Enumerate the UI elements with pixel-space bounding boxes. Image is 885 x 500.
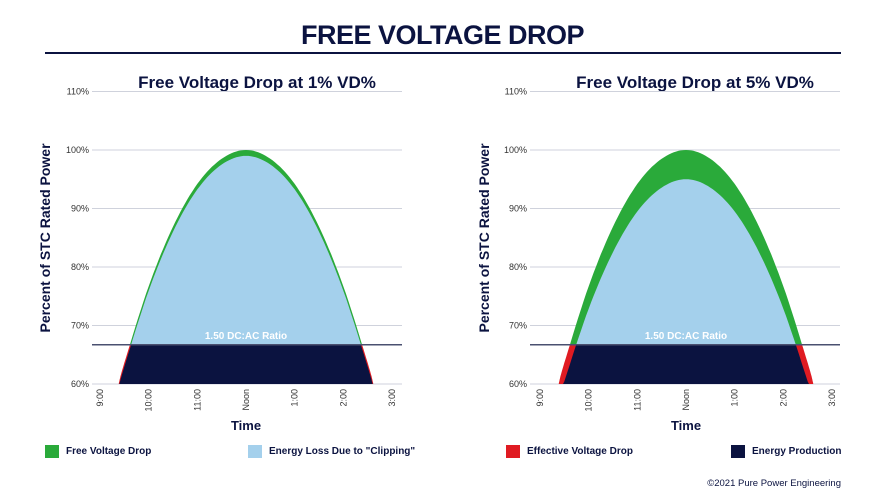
x-tick-label: 2:00 bbox=[778, 389, 788, 407]
x-tick-label: 11:00 bbox=[632, 389, 642, 411]
y-tick-label: 90% bbox=[71, 204, 89, 214]
x-tick-label: 3:00 bbox=[827, 389, 837, 407]
y-tick-label: 70% bbox=[509, 321, 527, 331]
x-axis-label: Time bbox=[231, 418, 261, 433]
legend-label: Energy Production bbox=[752, 446, 842, 457]
chart-title: Free Voltage Drop at 1% VD% bbox=[138, 73, 376, 92]
legend-free-voltage-drop: Free Voltage Drop bbox=[45, 445, 151, 458]
y-tick-label: 90% bbox=[509, 204, 527, 214]
clipping-loss-area bbox=[131, 155, 361, 345]
energy-production-area bbox=[563, 344, 809, 384]
y-tick-label: 60% bbox=[71, 379, 89, 389]
y-tick-label: 80% bbox=[71, 262, 89, 272]
legend-swatch-navy bbox=[731, 445, 745, 458]
x-tick-label: 11:00 bbox=[192, 389, 202, 411]
x-tick-label: 10:00 bbox=[584, 389, 594, 412]
y-tick-label: 110% bbox=[67, 87, 89, 97]
y-tick-label: 70% bbox=[71, 321, 89, 331]
chart-title: Free Voltage Drop at 5% VD% bbox=[576, 73, 814, 92]
legend-swatch-green bbox=[45, 445, 59, 458]
y-tick-label: 100% bbox=[504, 145, 527, 155]
page-title: FREE VOLTAGE DROP bbox=[300, 20, 585, 50]
x-axis-label: Time bbox=[671, 418, 701, 433]
legend-effective-voltage-drop: Effective Voltage Drop bbox=[506, 445, 633, 458]
y-axis-label: Percent of STC Rated Power bbox=[476, 143, 492, 333]
title-divider bbox=[45, 52, 841, 54]
x-tick-label: 10:00 bbox=[144, 389, 154, 412]
chart-1: Free Voltage Drop at 1% VD% 60% 70% 80% 90% 1… bbox=[37, 73, 402, 433]
legend-label: Free Voltage Drop bbox=[66, 446, 152, 457]
chart-2: Free Voltage Drop at 5% VD% 60% 70% 80% 90% 1… bbox=[476, 73, 840, 433]
energy-production-area bbox=[119, 344, 373, 384]
x-tick-label: Noon bbox=[681, 389, 691, 411]
legend-label: Effective Voltage Drop bbox=[527, 446, 633, 457]
y-tick-label: 110% bbox=[505, 87, 527, 97]
y-tick-label: 60% bbox=[509, 379, 527, 389]
dc-ac-ratio-label: 1.50 DC:AC Ratio bbox=[645, 331, 727, 342]
legend-clipping: Energy Loss Due to "Clipping" bbox=[248, 445, 415, 458]
x-tick-label: 2:00 bbox=[338, 389, 348, 407]
x-tick-label: 1:00 bbox=[290, 389, 300, 407]
y-axis-label: Percent of STC Rated Power bbox=[37, 143, 53, 333]
legend-label: Energy Loss Due to "Clipping" bbox=[269, 446, 416, 457]
legend-energy-production: Energy Production bbox=[731, 445, 841, 458]
x-tick-label: 9:00 bbox=[95, 389, 105, 407]
legend-swatch-red bbox=[506, 445, 520, 458]
legend-swatch-lightblue bbox=[248, 445, 262, 458]
x-tick-label: 1:00 bbox=[730, 389, 740, 407]
copyright: ©2021 Pure Power Engineering bbox=[707, 478, 841, 489]
x-tick-label: 9:00 bbox=[535, 389, 545, 407]
x-tick-label: Noon bbox=[241, 389, 251, 411]
y-tick-label: 80% bbox=[509, 262, 527, 272]
clipping-loss-area bbox=[576, 179, 796, 345]
y-tick-label: 100% bbox=[66, 145, 89, 155]
dc-ac-ratio-label: 1.50 DC:AC Ratio bbox=[205, 331, 287, 342]
x-tick-label: 3:00 bbox=[387, 389, 397, 407]
